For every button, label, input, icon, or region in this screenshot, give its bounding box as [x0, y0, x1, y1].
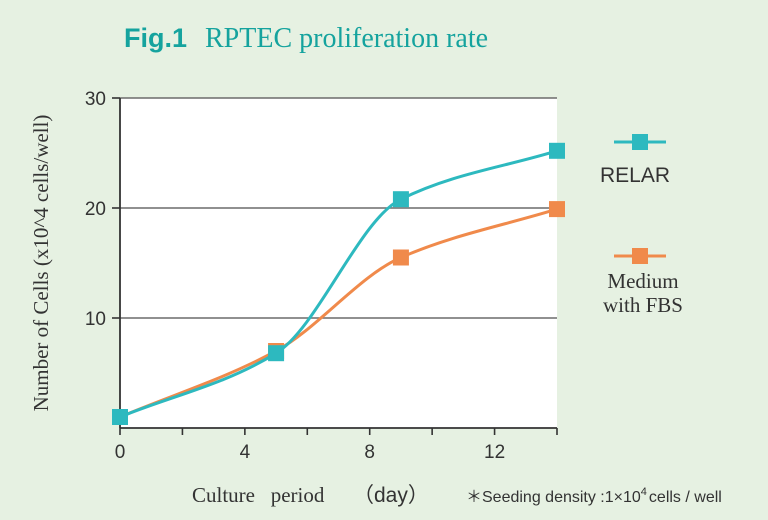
y-axis-label: Number of Cells (x10^4 cells/well) [29, 115, 53, 412]
x-axis-label-text: Culture period [192, 483, 325, 507]
gridlines [120, 97, 557, 319]
legend-marker-relar [632, 134, 648, 150]
y-tick-label-20: 20 [85, 199, 106, 220]
x-axis-ticks: 0 4 8 12 [115, 428, 558, 463]
plot-area [120, 98, 557, 428]
x-tick-label-12: 12 [484, 442, 505, 463]
footnote-prefix: ＊Seeding density :1×10 [466, 489, 641, 506]
x-axis-label-unit: （day） [353, 484, 429, 507]
series-layer [112, 142, 565, 425]
legend-label-fbs-line2: with FBS [603, 293, 683, 317]
x-tick-label-8: 8 [364, 442, 375, 463]
y-tick-label-10: 10 [85, 309, 106, 330]
legend-item-relar: RELAR [600, 134, 670, 187]
point-relar-2 [392, 191, 409, 208]
legend-item-fbs: Medium with FBS [603, 248, 683, 317]
footnote-suffix: cells / well [649, 489, 722, 506]
figure-label: Fig.1 [124, 23, 187, 53]
axes [119, 98, 557, 429]
chart-title-text: RPTEC proliferation rate [205, 23, 488, 54]
series-line-relar [119, 149, 558, 419]
legend-marker-fbs [632, 248, 648, 264]
point-fbs-3 [549, 201, 565, 218]
legend-label-fbs-line1: Medium [607, 269, 678, 293]
point-relar-1 [268, 345, 285, 362]
x-axis-label: Culture period （day） [192, 483, 429, 507]
point-relar-3 [549, 142, 565, 159]
y-axis-ticks: 10 20 30 [85, 89, 120, 330]
chart-title: Fig.1 RPTEC proliferation rate [124, 23, 488, 54]
point-fbs-2 [392, 249, 409, 266]
legend: RELAR Medium with FBS [600, 134, 683, 317]
x-tick-label-4: 4 [240, 442, 251, 463]
footnote: ＊Seeding density :1×104 cells / well [466, 486, 722, 506]
x-tick-label-0: 0 [115, 442, 126, 463]
series-relar [112, 142, 565, 425]
footnote-superscript: 4 [641, 486, 647, 498]
point-relar-0 [112, 409, 128, 425]
series-line-fbs [119, 207, 558, 419]
y-tick-label-30: 30 [85, 89, 106, 110]
legend-label-relar: RELAR [600, 164, 670, 187]
